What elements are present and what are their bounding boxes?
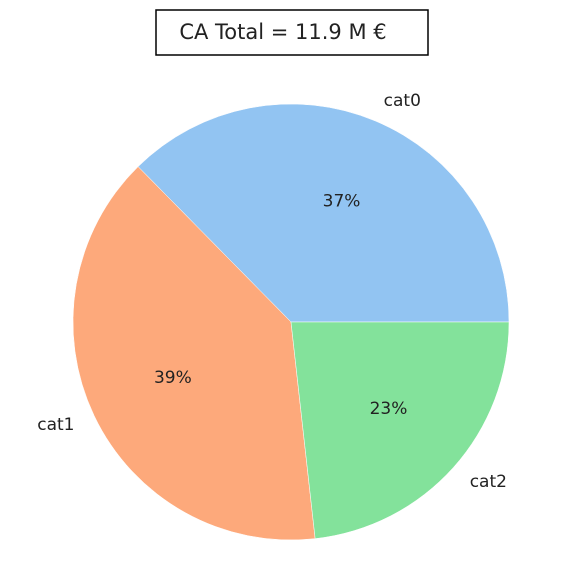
pie-slice: [290, 321, 510, 539]
pie-slice: [72, 166, 316, 541]
slice-label: cat0: [384, 91, 421, 111]
title-box: [155, 9, 429, 56]
value-label: 23%: [370, 399, 408, 419]
pie-slice: [137, 103, 510, 323]
value-label: 39%: [154, 368, 192, 388]
slice-label: cat1: [37, 415, 74, 435]
chart-title: CA Total = 11.9 M €: [179, 20, 386, 44]
slice-label: cat2: [470, 472, 507, 492]
value-label: 37%: [323, 191, 361, 211]
